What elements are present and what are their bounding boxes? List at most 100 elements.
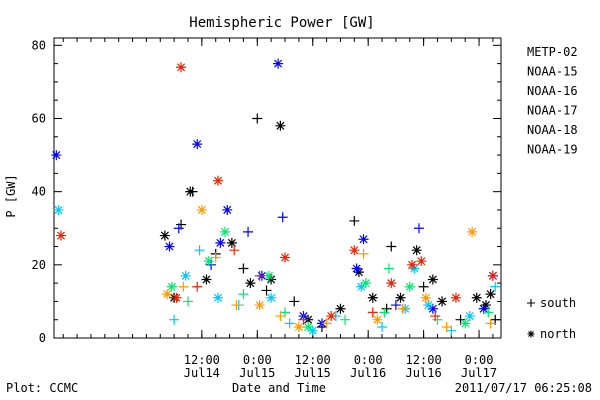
data-point-noaa-17-north — [219, 226, 230, 237]
data-point-noaa-18-south — [397, 303, 408, 314]
data-point-noaa-16-north — [307, 325, 318, 336]
data-point-noaa-17-north — [166, 281, 177, 292]
plot-credit: Plot: CCMC — [6, 381, 78, 395]
x-tick-label-date: Jul16 — [350, 366, 386, 380]
y-tick-label: 20 — [32, 258, 46, 272]
data-point-noaa-16-south — [377, 322, 388, 333]
data-point-noaa-15-north — [164, 241, 175, 252]
data-point-noaa-18-south — [275, 311, 286, 322]
y-tick-label: 80 — [32, 38, 46, 52]
y-axis: 0 20 40 60 80 — [32, 38, 501, 345]
data-point-noaa-15-south — [390, 300, 401, 311]
data-point-metp-02-south — [187, 186, 198, 197]
data-point-noaa-15-north — [478, 303, 489, 314]
data-point-noaa-18-north — [372, 314, 383, 325]
x-tick-label-date: Jul15 — [239, 366, 275, 380]
data-point-noaa-16-north — [423, 300, 434, 311]
data-point-noaa-19-north — [213, 175, 224, 186]
data-point-noaa-17-south — [238, 289, 249, 300]
data-point-metp-02-north — [411, 245, 422, 256]
data-point-noaa-18-north — [420, 292, 431, 303]
data-point-metp-02-north — [471, 292, 482, 303]
data-point-noaa-15-north — [215, 237, 226, 248]
plot-timestamp: 2011/07/17 06:25:08 — [455, 381, 592, 395]
y-tick-label: 40 — [32, 185, 46, 199]
data-point-noaa-18-south — [358, 248, 369, 259]
data-point-metp-02-north — [275, 120, 286, 131]
data-point-noaa-16-south — [284, 318, 295, 329]
data-point-noaa-18-north — [196, 204, 207, 215]
data-point-noaa-17-north — [360, 278, 371, 289]
data-point-noaa-16-north — [266, 292, 277, 303]
x-tick-label-time: 0:00 — [354, 353, 383, 367]
data-point-noaa-19-north — [326, 311, 337, 322]
data-point-metp-02-south — [386, 241, 397, 252]
symbol-key-marker-north — [527, 330, 535, 338]
y-axis-label: P [GW] — [4, 174, 18, 217]
data-point-metp-02-north — [480, 300, 491, 311]
data-point-metp-02-north — [159, 230, 170, 241]
data-point-noaa-16-north — [356, 281, 367, 292]
data-point-noaa-15-north — [358, 234, 369, 245]
data-point-noaa-17-south — [182, 296, 193, 307]
data-point-noaa-19-south — [254, 270, 265, 281]
data-point-noaa-15-south — [277, 212, 288, 223]
y-tick-label: 0 — [39, 331, 46, 345]
data-point-metp-02-south — [289, 296, 300, 307]
y-tick-label: 60 — [32, 111, 46, 125]
data-point-noaa-16-south — [490, 281, 501, 292]
data-point-metp-02-south — [252, 113, 263, 124]
data-point-metp-02-north — [367, 292, 378, 303]
legend-entry-noaa-17: NOAA-17 — [527, 104, 578, 118]
data-point-noaa-16-north — [464, 311, 475, 322]
data-point-noaa-16-north — [213, 292, 224, 303]
data-point-noaa-15-north — [351, 263, 362, 274]
x-axis-label: Date and Time — [232, 381, 326, 395]
data-point-noaa-16-south — [169, 314, 180, 325]
x-tick-label-date: Jul14 — [184, 366, 220, 380]
symbol-key: south north — [527, 296, 576, 341]
data-point-noaa-17-north — [263, 270, 274, 281]
legend-entry-noaa-15: NOAA-15 — [527, 65, 578, 79]
data-point-metp-02-south — [238, 263, 249, 274]
data-point-metp-02-north — [395, 292, 406, 303]
data-point-noaa-19-north — [349, 245, 360, 256]
data-point-noaa-19-north — [416, 256, 427, 267]
data-point-metp-02-north — [335, 303, 346, 314]
data-point-metp-02-north — [427, 274, 438, 285]
data-point-metp-02-south — [261, 285, 272, 296]
x-tick-label-date: Jul17 — [461, 366, 497, 380]
data-point-noaa-16-north — [180, 270, 191, 281]
data-point-noaa-18-south — [485, 318, 496, 329]
data-point-noaa-19-south — [229, 245, 240, 256]
x-axis: 12:00Jul140:00Jul1512:00Jul150:00Jul1612… — [62, 38, 497, 380]
data-point-noaa-16-north — [409, 263, 420, 274]
symbol-key-marker-south — [527, 299, 535, 307]
data-point-noaa-15-north — [192, 139, 203, 150]
data-point-noaa-17-south — [483, 307, 494, 318]
data-point-noaa-15-south — [413, 223, 424, 234]
data-point-noaa-17-south — [340, 314, 351, 325]
x-tick-label-date: Jul15 — [295, 366, 331, 380]
data-point-noaa-15-south — [173, 223, 184, 234]
x-tick-label-time: 0:00 — [465, 353, 494, 367]
data-point-metp-02-north — [266, 274, 277, 285]
data-point-metp-02-north — [353, 267, 364, 278]
data-points — [51, 58, 501, 336]
data-point-noaa-18-north — [467, 226, 478, 237]
data-point-noaa-15-north — [222, 204, 233, 215]
x-tick-label-time: 12:00 — [295, 353, 331, 367]
data-point-noaa-17-north — [303, 322, 314, 333]
data-point-metp-02-north — [226, 237, 237, 248]
x-tick-label-time: 12:00 — [184, 353, 220, 367]
data-point-metp-02-north — [201, 274, 212, 285]
data-point-noaa-15-north — [51, 150, 62, 161]
data-point-noaa-16-south — [194, 245, 205, 256]
legend-entry-metp-02: METP-02 — [527, 45, 578, 59]
data-point-noaa-15-north — [273, 58, 284, 69]
data-point-noaa-15-south — [243, 226, 254, 237]
data-point-noaa-18-south — [441, 322, 452, 333]
data-point-noaa-19-south — [192, 281, 203, 292]
data-point-metp-02-south — [418, 281, 429, 292]
data-point-noaa-19-south — [367, 307, 378, 318]
